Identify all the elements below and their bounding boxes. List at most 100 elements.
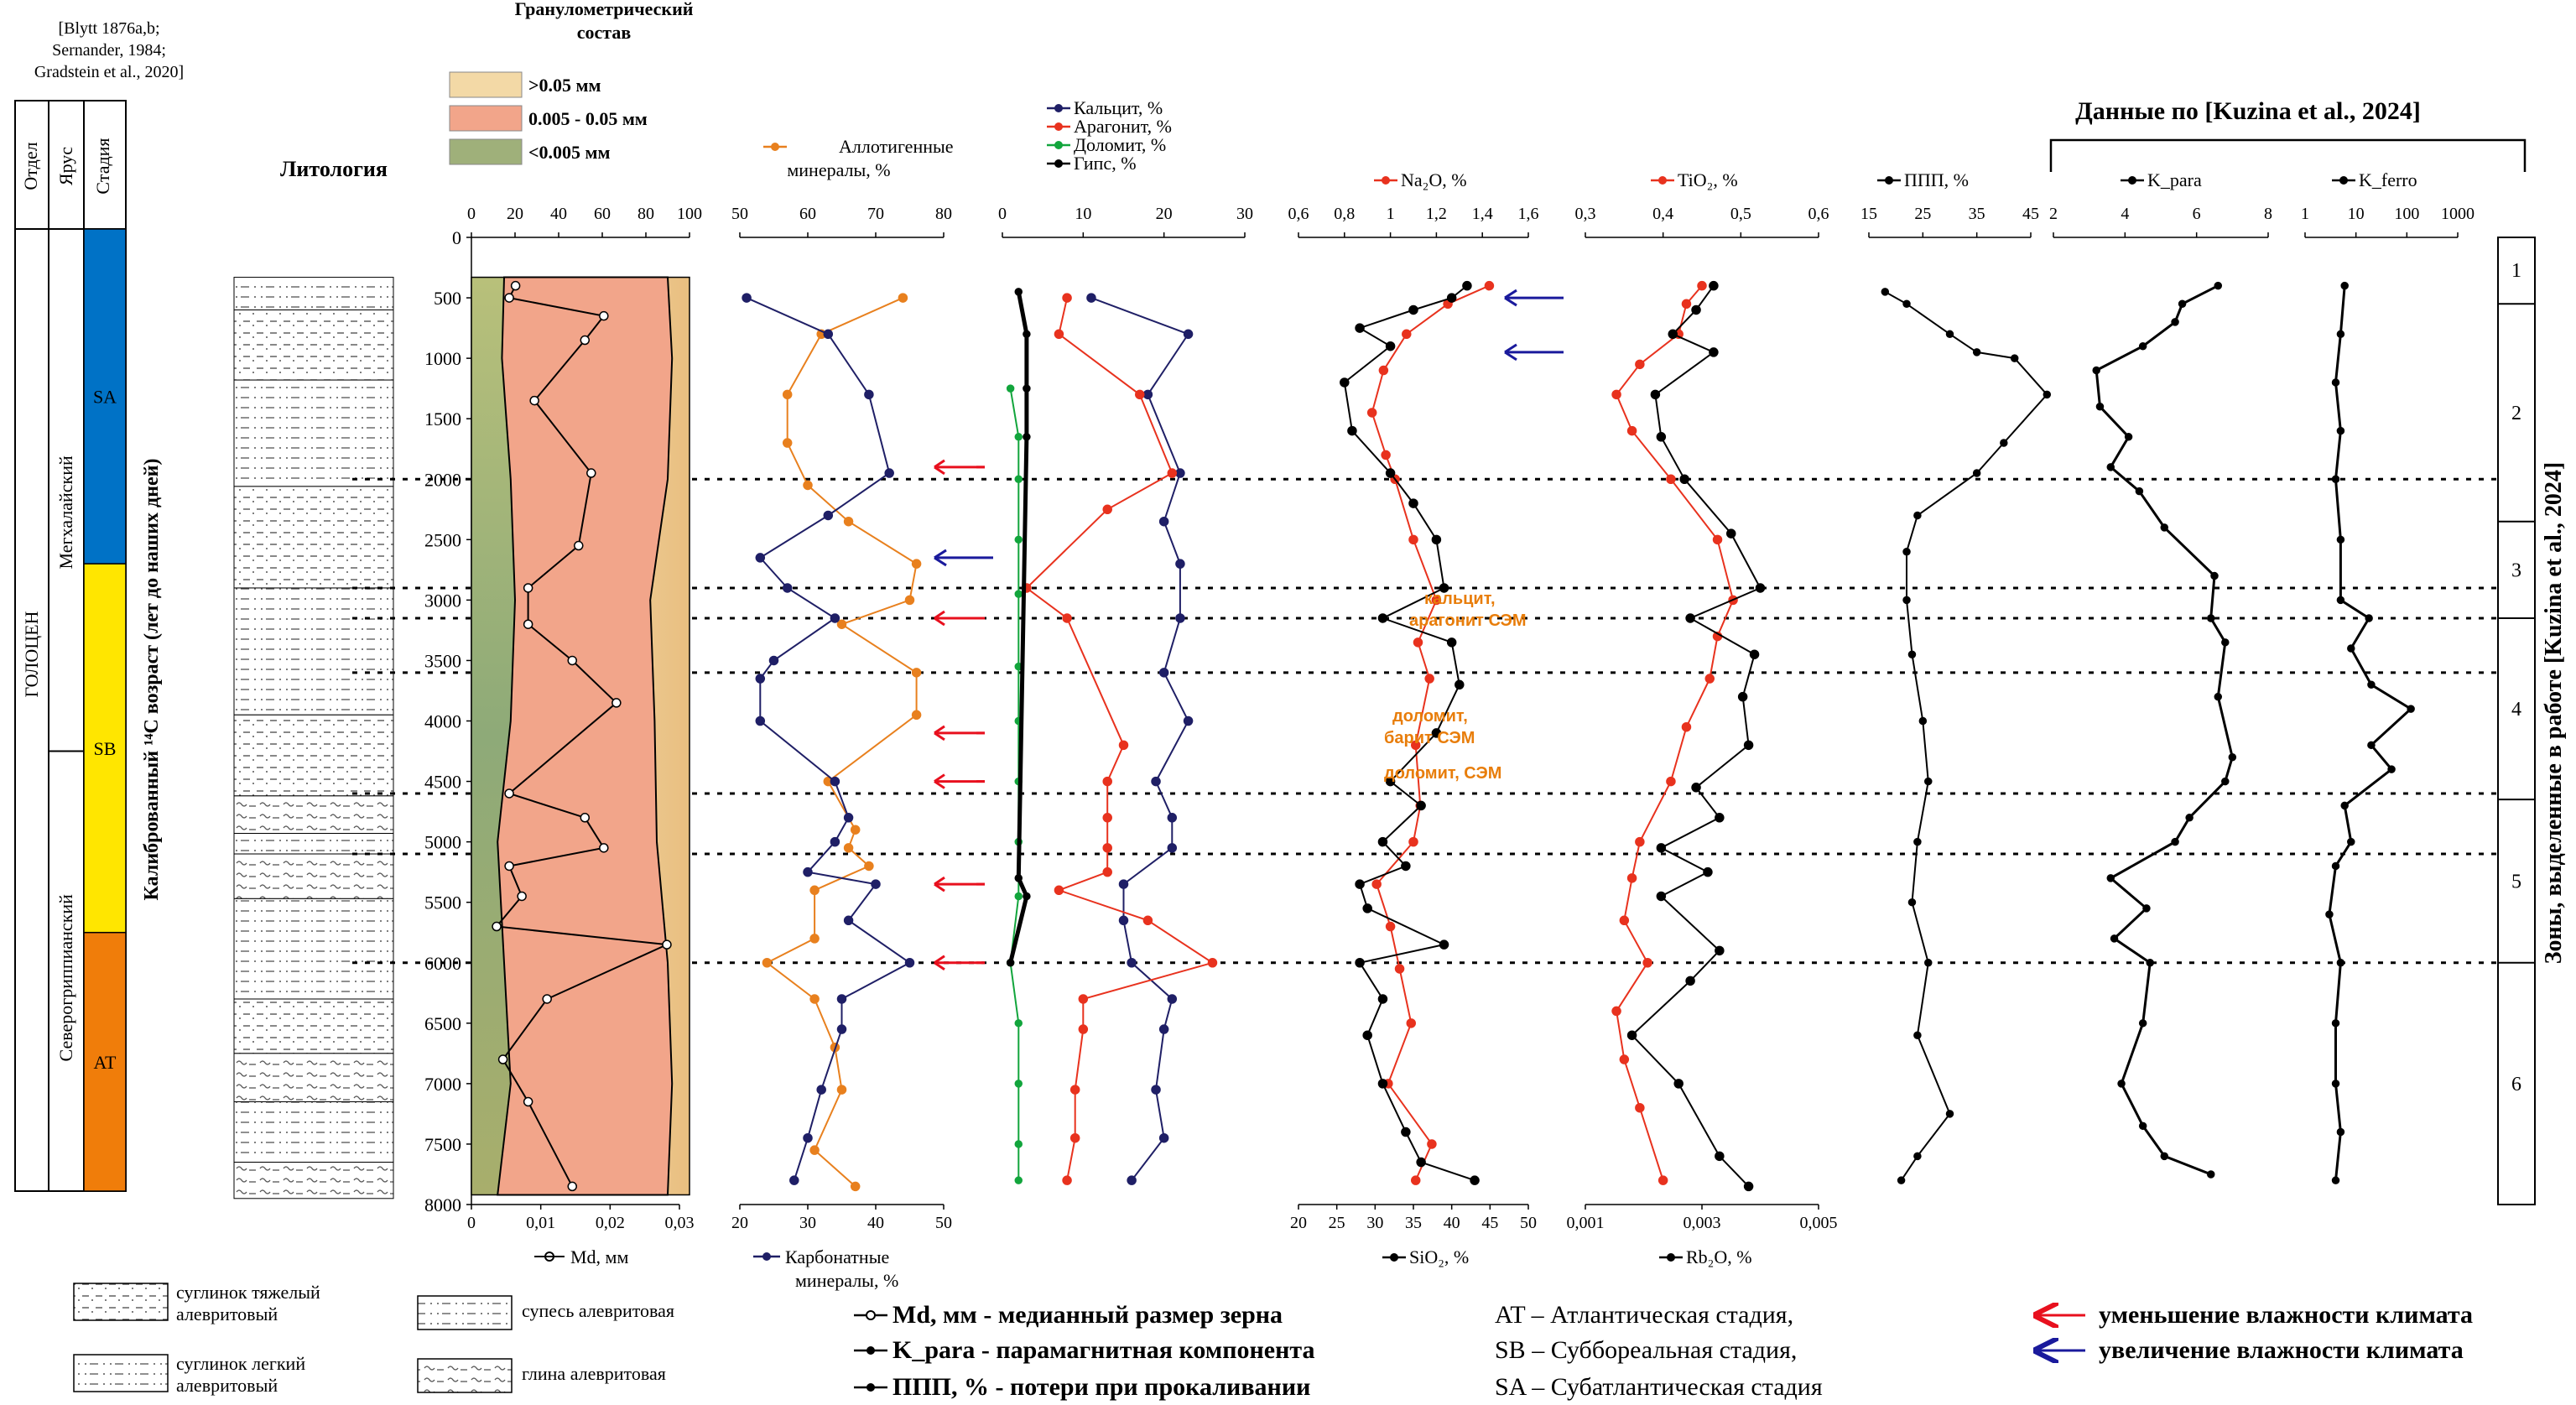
kpara-point [2106, 463, 2115, 471]
kferro-point [2331, 1019, 2340, 1028]
allothigenic-point [836, 1085, 847, 1095]
allothigenic-point [843, 516, 854, 527]
rb2o-point [1726, 528, 1736, 539]
carb-2-point [1014, 475, 1023, 483]
kferro-point [2347, 837, 2355, 846]
rb2o-point [1743, 740, 1754, 751]
grain-top-tick-label: 40 [550, 205, 567, 223]
tio2-line [1615, 284, 1735, 1181]
na2o-top-tick-label: 0,8 [1334, 205, 1355, 223]
rb2o-point [1755, 583, 1766, 593]
kferro-point [2336, 426, 2345, 435]
kpara-point [2178, 299, 2187, 309]
lithology-title: Литология [280, 157, 388, 181]
sio2-point [1362, 1030, 1372, 1040]
carb-1-line [1025, 297, 1215, 1181]
na2o-point [1385, 921, 1396, 932]
kferro-point [2340, 801, 2349, 810]
kferro-point [2347, 644, 2355, 653]
rb2o-point [1743, 1181, 1754, 1192]
kpara-point [2138, 341, 2147, 351]
carb-3-point [1023, 330, 1031, 339]
carbonate-point [803, 866, 813, 877]
md-point [523, 583, 533, 593]
allothigenic-point [904, 595, 915, 606]
md-point [523, 619, 533, 629]
carbonate-point [803, 1132, 813, 1143]
carbonate-legend-1: Карбонатные [785, 1246, 889, 1267]
carb-0-point [1158, 1132, 1169, 1143]
tio2-legend-label: TiO₂, % [1678, 169, 1738, 190]
kferro-point [2367, 741, 2376, 750]
sio2-point [1455, 679, 1465, 690]
ppp-point [1913, 837, 1922, 846]
zone-axis-label: Зоны, выделенные в работе [Kuzina et al.… [2541, 462, 2567, 965]
na2o-point [1371, 879, 1382, 889]
carbonate-point [884, 468, 894, 478]
na2o-legend-marker [1382, 176, 1390, 185]
tio2-point [1635, 836, 1645, 847]
carbonate-point [904, 958, 915, 968]
lithology-layer [233, 853, 394, 899]
carbonate-point [782, 583, 793, 593]
rb2o-bottom-tick-label: 0,003 [1684, 1214, 1721, 1232]
carb-2-point [1014, 1176, 1023, 1184]
ppp-point [1972, 469, 1981, 477]
tio2-top-tick-label: 0,6 [1808, 205, 1829, 223]
carbonate-point [843, 915, 854, 926]
carb-1-point [1102, 843, 1112, 853]
sio2-legend-label: SiO₂, % [1409, 1246, 1469, 1267]
kferro-point [2331, 378, 2340, 387]
kferro-top-tick-label: 10 [2348, 205, 2365, 223]
annotation-barite: барит СЭМ [1384, 729, 1475, 747]
annotation-calcite: кальцит, [1424, 590, 1496, 608]
substage-label-SA: SA [93, 387, 117, 408]
carb-1-point [1078, 994, 1089, 1004]
md-point [497, 1054, 508, 1064]
rb2o-point [1656, 843, 1667, 853]
legend-filled-marker-2 [866, 1383, 875, 1392]
allothigenic-legend-marker [771, 143, 779, 151]
grain-legend: >0.05 мм 0.005 - 0.05 мм <0.005 мм [449, 71, 648, 165]
minerals-bottom-tick-label: 30 [799, 1214, 816, 1232]
legend-clay: глина алевритовая [522, 1363, 666, 1384]
carb-legend-1-legend-marker [1054, 122, 1063, 131]
grain-swatch-0 [449, 71, 523, 98]
rb2o-point [1626, 1030, 1637, 1040]
kpara-point [2214, 692, 2223, 701]
grain-legend-label-1: 0.005 - 0.05 мм [528, 108, 648, 129]
md-point [523, 1096, 533, 1107]
carbonate-point [816, 1085, 826, 1095]
allothigenic-point [911, 668, 922, 678]
na2o-point [1394, 964, 1405, 974]
md-point [567, 655, 577, 666]
kferro-line [2328, 285, 2413, 1181]
annotation-aragonite: арагонит СЭМ [1409, 611, 1527, 630]
y-tick-label-1500: 1500 [424, 408, 461, 429]
carb-1-point [1062, 613, 1072, 623]
allothigenic-point [809, 1145, 820, 1155]
carb-top-tick-label: 30 [1236, 205, 1253, 223]
tio2-point [1626, 425, 1637, 436]
carb-0-point [1118, 915, 1129, 926]
ppp-point [1972, 348, 1981, 356]
carb-1-point [1078, 1024, 1089, 1034]
kferro-point [2336, 330, 2345, 339]
allothigenic-point [809, 994, 820, 1004]
blue-arrow-head [1504, 289, 1517, 307]
kpara-point [2106, 874, 2115, 882]
lithology-layer [233, 1101, 394, 1163]
carbonate-point [830, 613, 840, 623]
zone-label-5: 5 [2511, 871, 2521, 892]
allothigenic-point [782, 438, 793, 448]
md-point [504, 293, 514, 303]
grain-bottom-tick-label: 0,01 [526, 1214, 555, 1232]
na2o-top-tick-label: 1,2 [1426, 205, 1447, 223]
carb-0-point [1086, 293, 1096, 303]
lithology-layer [233, 486, 394, 589]
grain-title-1: Гранулометрический [515, 0, 694, 19]
carb-1-point [1069, 1132, 1080, 1143]
substage-SA [83, 228, 127, 565]
carb-0-point [1183, 716, 1194, 726]
kpara-point [2171, 318, 2179, 326]
